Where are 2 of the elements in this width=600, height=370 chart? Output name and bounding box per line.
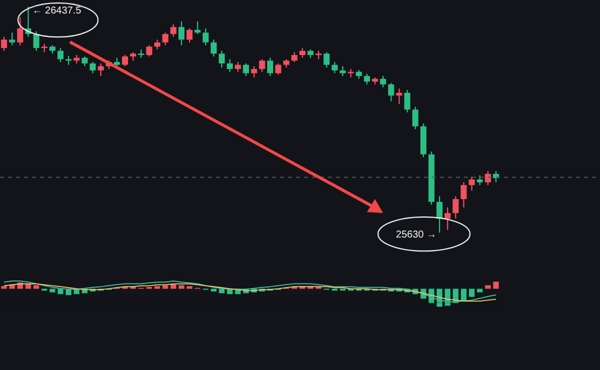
annotation: 25630 → [396,229,437,240]
annotation: ← 26437.5 [32,6,82,17]
